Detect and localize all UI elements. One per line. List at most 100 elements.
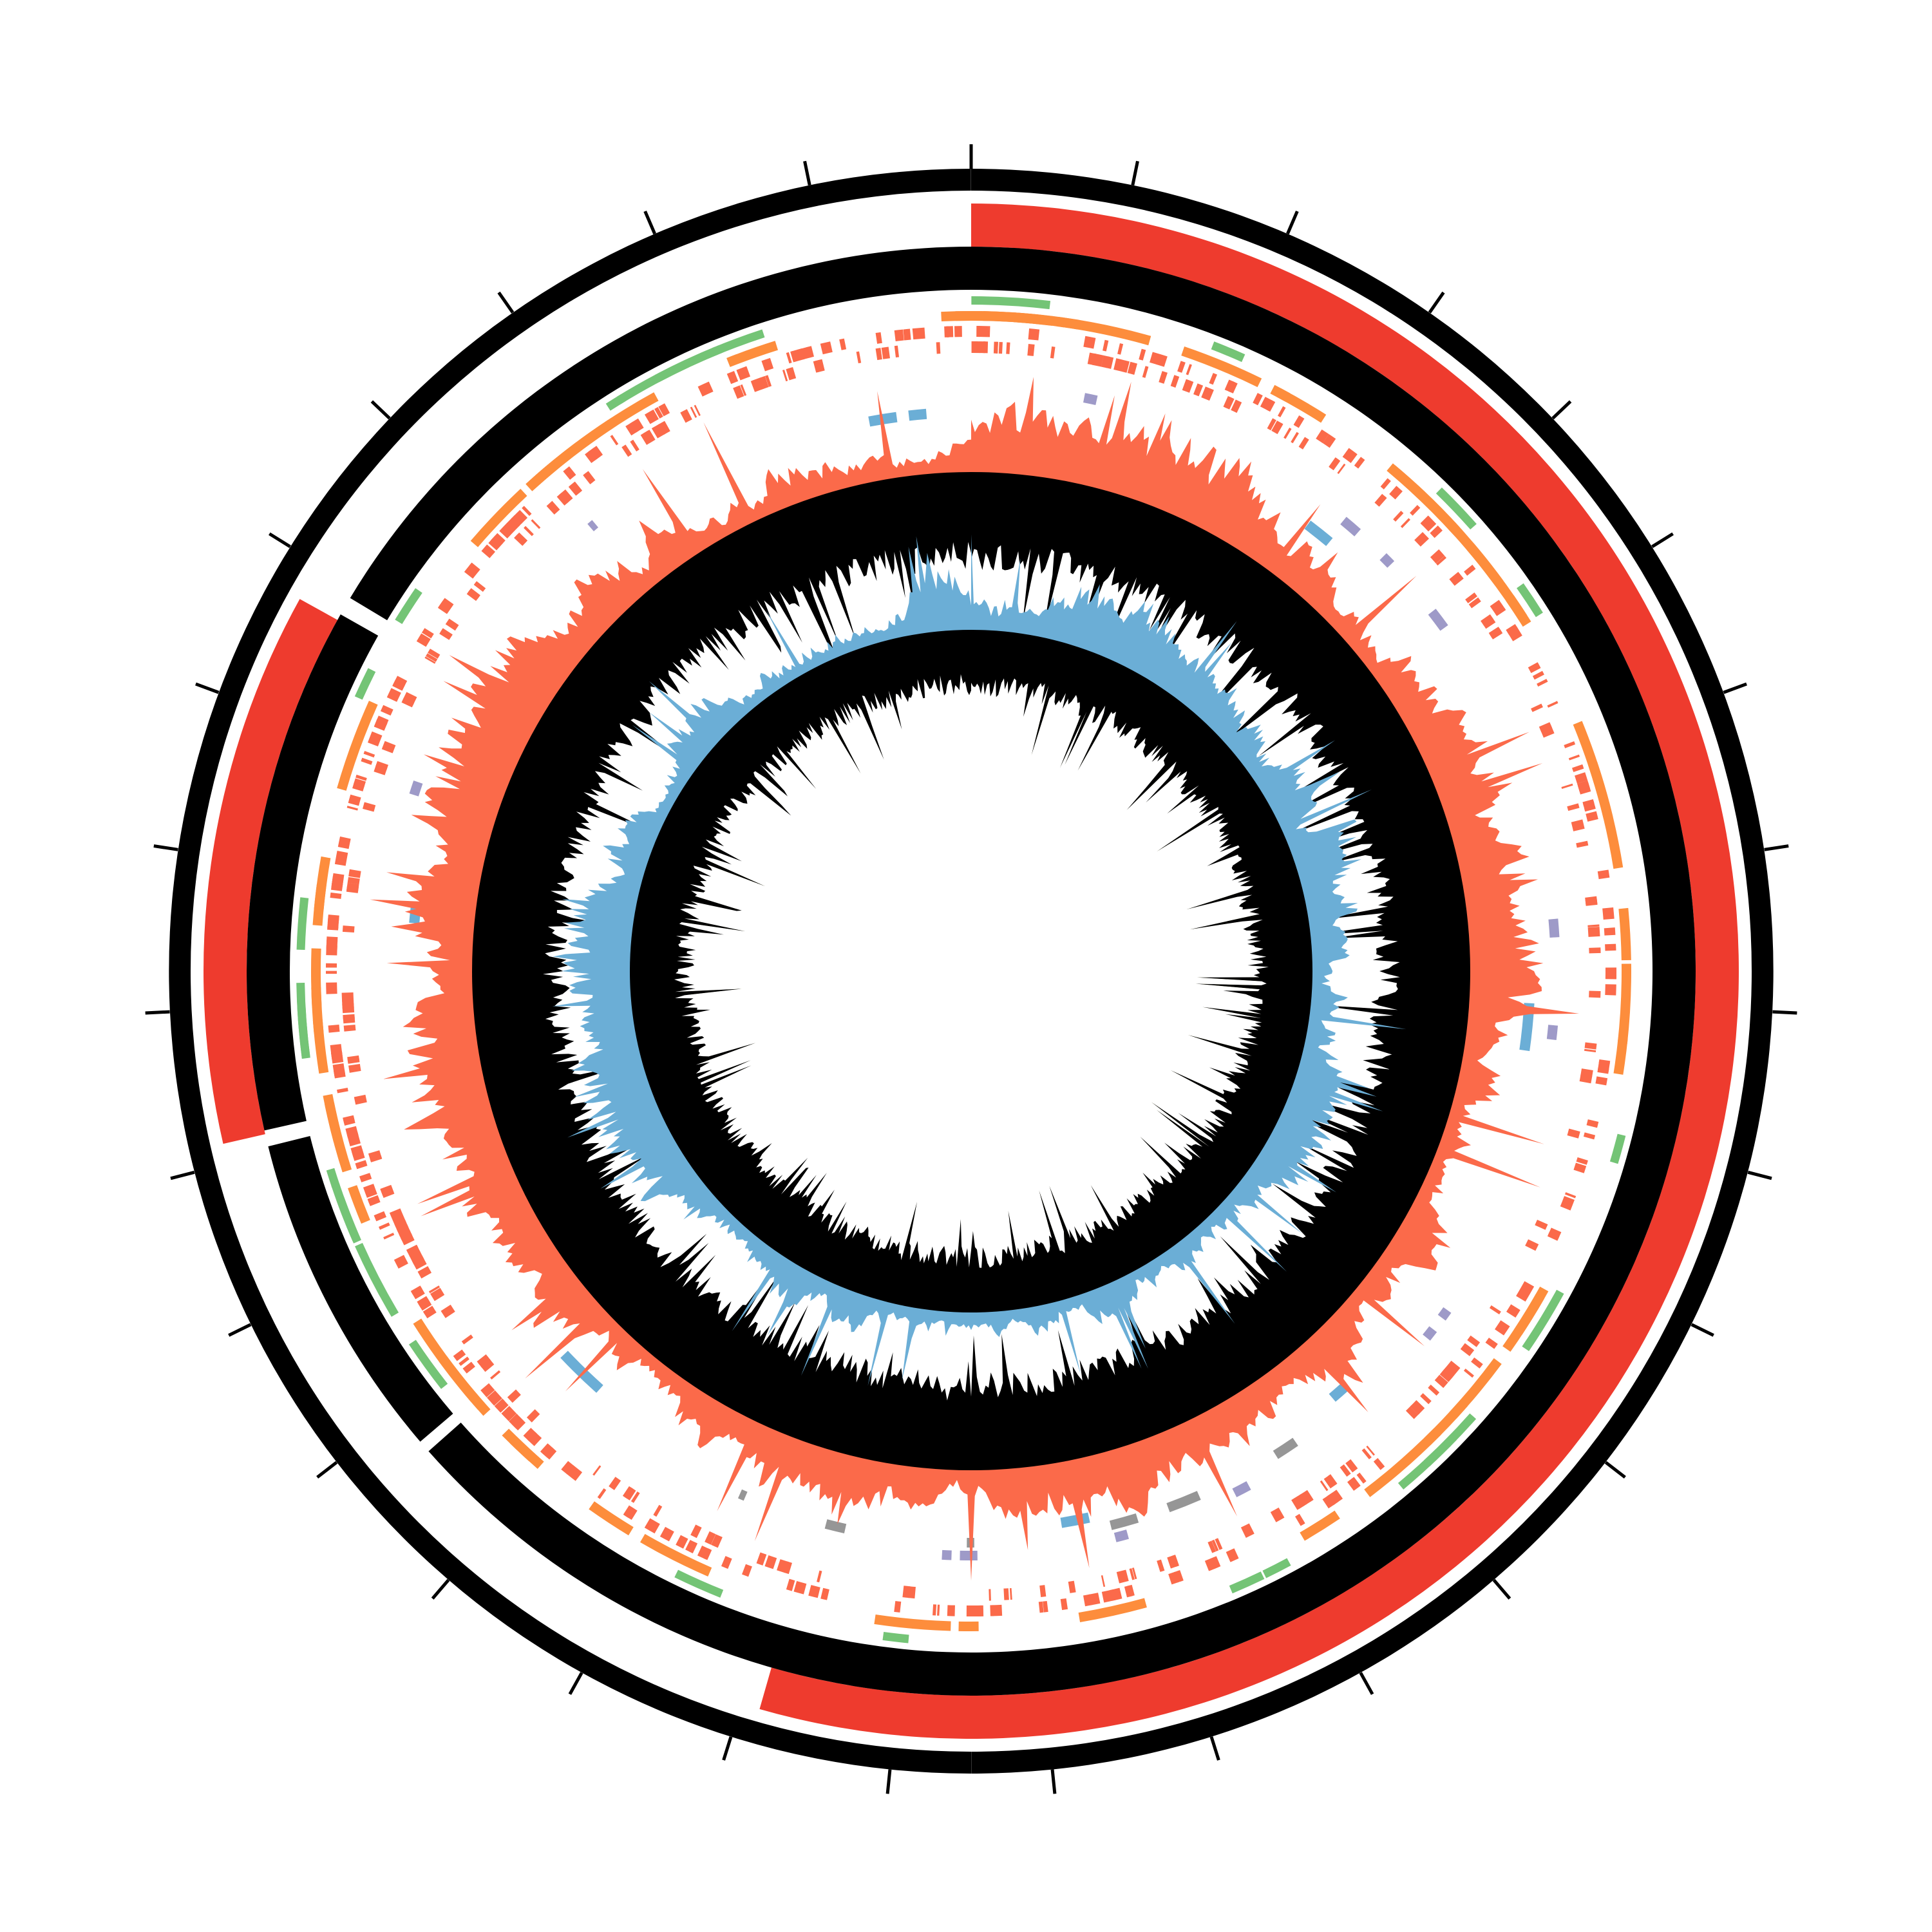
feature-block	[326, 963, 337, 967]
feature-block	[881, 346, 891, 359]
feature-block	[1613, 1037, 1628, 1075]
feature-block	[348, 869, 361, 878]
feature-block	[352, 778, 366, 791]
feature-block	[490, 1370, 501, 1380]
feature-block	[817, 1570, 822, 1583]
feature-block	[1157, 1559, 1165, 1572]
feature-block	[334, 1069, 346, 1079]
feature-block	[348, 1185, 370, 1224]
feature-block	[1547, 701, 1558, 708]
feature-block	[1567, 1128, 1580, 1139]
feature-block	[752, 377, 766, 392]
feature-block	[350, 1145, 365, 1158]
feature-block	[1410, 505, 1421, 516]
tick-mark	[643, 211, 656, 234]
feature-block	[1379, 553, 1395, 568]
feature-block	[1584, 1042, 1597, 1050]
feature-block	[874, 1615, 951, 1631]
feature-block	[736, 366, 751, 381]
feature-block	[1600, 802, 1624, 869]
feature-block	[509, 1414, 524, 1429]
feature-block	[630, 439, 639, 451]
feature-block	[1204, 1560, 1211, 1571]
feature-block	[326, 945, 337, 956]
feature-block	[1060, 1512, 1090, 1528]
feature-block	[1006, 342, 1010, 354]
karyotype-segment	[428, 247, 1696, 1696]
feature-block	[1506, 1304, 1520, 1318]
feature-block	[368, 1150, 383, 1162]
feature-block	[712, 329, 765, 356]
feature-block	[1291, 431, 1299, 444]
feature-block	[563, 466, 576, 480]
feature-block	[1489, 1305, 1501, 1314]
tick-mark	[170, 1170, 195, 1180]
feature-block	[355, 774, 367, 781]
feature-block	[1109, 1513, 1139, 1530]
feature-block	[417, 1266, 432, 1279]
feature-block	[629, 418, 644, 433]
feature-block	[464, 563, 480, 579]
feature-block	[676, 1535, 688, 1549]
feature-block	[1068, 1580, 1076, 1593]
feature-block	[514, 532, 528, 546]
feature-block	[408, 1340, 448, 1389]
feature-block	[1522, 1289, 1564, 1352]
feature-block	[790, 351, 796, 363]
feature-block	[406, 1244, 419, 1253]
feature-block	[424, 656, 436, 664]
feature-block	[583, 471, 596, 485]
feature-block	[1226, 1548, 1239, 1562]
feature-block	[1211, 1539, 1219, 1551]
feature-block	[348, 794, 361, 806]
feature-block	[690, 1524, 702, 1539]
feature-block	[1597, 869, 1610, 880]
feature-block	[1520, 1281, 1535, 1295]
feature-block	[912, 327, 925, 340]
feature-block	[882, 1632, 909, 1643]
feature-block	[640, 1533, 712, 1577]
feature-block	[1380, 478, 1391, 489]
tick-mark	[1428, 291, 1445, 314]
feature-block	[1142, 366, 1149, 378]
feature-block	[1595, 1076, 1608, 1086]
feature-block	[703, 1548, 712, 1560]
feature-block	[674, 1569, 724, 1598]
feature-block	[1157, 354, 1168, 367]
feature-block	[605, 392, 659, 430]
feature-block	[1366, 1445, 1375, 1456]
feature-block	[1421, 516, 1431, 526]
feature-block	[1229, 1571, 1265, 1594]
feature-block	[359, 1173, 372, 1182]
feature-block	[1579, 1074, 1593, 1084]
feature-block	[1576, 1157, 1588, 1165]
feature-block	[470, 489, 527, 547]
feature-block	[777, 1559, 789, 1573]
feature-block	[1043, 1600, 1048, 1613]
feature-block	[1525, 1239, 1539, 1251]
feature-block	[1087, 352, 1096, 366]
feature-block	[820, 341, 833, 355]
feature-block	[782, 370, 788, 382]
feature-block	[937, 1604, 940, 1616]
feature-block	[1232, 1481, 1251, 1497]
feature-block	[902, 1586, 911, 1598]
feature-block	[609, 1477, 621, 1490]
feature-block	[653, 1504, 663, 1517]
feature-block	[813, 359, 825, 373]
feature-block	[386, 688, 401, 702]
feature-block	[1027, 344, 1035, 356]
tick-mark	[722, 1736, 733, 1761]
inner-white-area	[674, 674, 1269, 1268]
feature-block	[1181, 346, 1262, 388]
feature-block	[1009, 1587, 1012, 1600]
feature-block	[1420, 515, 1437, 532]
feature-block	[473, 583, 484, 592]
feature-block	[328, 1025, 340, 1033]
feature-block	[1529, 664, 1541, 674]
tick-mark	[153, 844, 178, 851]
feature-block	[1516, 1289, 1530, 1302]
feature-block	[987, 326, 990, 337]
tick-mark	[1492, 1578, 1511, 1600]
feature-block	[1129, 1568, 1135, 1580]
